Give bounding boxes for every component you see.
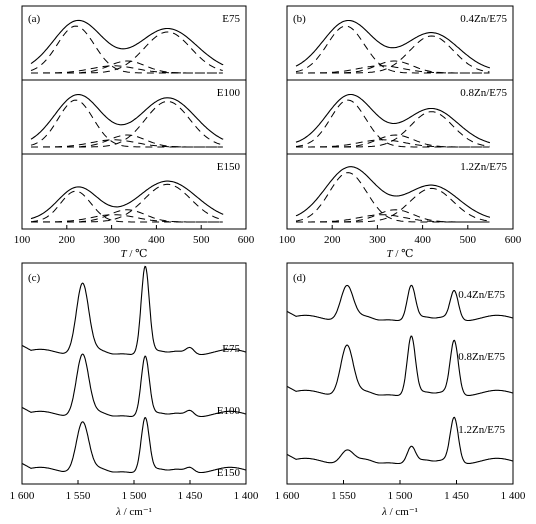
tpr-b-2-component-3 [296,214,490,223]
tpr-b-1-envelope [295,93,491,144]
tpr-a-2-envelope [30,180,224,220]
tpr-b-tick-label-0: 100 [279,234,296,246]
ir-d-x-axis-title: λ / cm⁻¹ [381,506,418,518]
ir-c-spectrum-1 [21,353,246,418]
ir-c-tick-label-2: 1 500 [122,490,147,502]
ir-d-tick-label-2: 1 500 [388,490,413,502]
tpr-b-1-component-2 [296,134,490,148]
ir-d-x-axis-title-symbol: λ [381,506,387,518]
tpr-b-2-component-2 [296,209,490,223]
ir-d-series-label-2: 1.2Zn/E75 [458,424,505,436]
ir-d-tick-label-4: 1 400 [501,490,526,502]
tpr-a-tick-label-4: 500 [193,234,210,246]
ir-d-x-axis-title-unit: / cm⁻¹ [387,506,418,518]
tpr-a-2-component-0 [30,190,223,223]
ir-c-series-label-1: E100 [217,405,241,417]
tpr-b-0-component-2 [296,60,490,74]
tpr-b-0-envelope [295,19,491,69]
ir-d-spectrum-0 [286,284,513,322]
ir-c-series-label-2: E150 [217,467,241,479]
subpanel-a-label-1: E100 [217,87,241,99]
ir-c-series-label-0: E75 [222,343,240,355]
tpr-a-tick-label-2: 300 [103,234,120,246]
tpr-a-0-envelope [30,19,224,66]
tpr-a-x-axis-title-symbol: T [121,248,128,260]
ir-d-spectrum-1 [286,335,513,396]
tpr-a-tick-label-3: 400 [148,234,165,246]
tpr-b-x-axis-title-symbol: T [387,248,394,260]
panel-b-label: (b) [293,13,306,25]
ir-c-x-axis-title: λ / cm⁻¹ [115,506,152,518]
tpr-a-2-component-2 [31,209,223,223]
tpr-b-2-component-1 [296,187,490,223]
ir-c-tick-label-0: 1 600 [10,490,35,502]
tpr-a-1-component-1 [31,100,223,148]
ir-d-tick-label-3: 1 450 [444,490,469,502]
ir-d-tick-label-0: 1 600 [275,490,300,502]
subpanel-b-label-0: 0.4Zn/E75 [460,13,507,25]
tpr-b-x-axis-title: T / ℃ [387,248,414,260]
tpr-a-1-component-0 [30,99,223,148]
subpanel-a-label-2: E150 [217,161,241,173]
ir-d-spectrum-2 [286,416,513,465]
tpr-a-2-component-3 [31,214,223,223]
tpr-b-2-component-0 [295,172,490,223]
panel-b-frame [286,5,514,230]
tpr-b-0-component-3 [296,65,490,74]
tpr-a-0-component-3 [31,65,223,74]
panel-d-label: (d) [293,272,306,284]
tpr-a-1-component-3 [31,139,223,148]
tpr-a-2-component-1 [31,183,223,223]
ir-c-spectrum-0 [21,265,246,356]
panel-a-label: (a) [28,13,41,25]
tpr-a-x-axis-title: T / ℃ [121,248,148,260]
panel-c-label: (c) [28,272,41,284]
tpr-a-0-component-0 [30,25,223,74]
ir-d-series-label-1: 0.8Zn/E75 [458,351,505,363]
tpr-b-0-component-0 [295,25,490,74]
tpr-a-0-component-1 [31,31,223,74]
tpr-b-1-component-0 [295,99,490,148]
tpr-b-1-component-3 [296,139,490,148]
tpr-b-2-envelope [295,166,491,218]
subpanel-a-label-0: E75 [222,13,240,25]
tpr-a-1-envelope [30,93,224,140]
subpanel-b-label-2: 1.2Zn/E75 [460,161,507,173]
tpr-b-tick-label-4: 500 [460,234,477,246]
subpanel-b-label-1: 0.8Zn/E75 [460,87,507,99]
tpr-b-tick-label-5: 600 [505,234,522,246]
tpr-a-x-axis-title-unit: / ℃ [127,248,148,260]
ir-c-x-axis-title-symbol: λ [115,506,121,518]
panel-a-frame [21,5,247,230]
tpr-a-tick-label-1: 200 [59,234,76,246]
tpr-b-tick-label-2: 300 [369,234,386,246]
tpr-b-tick-label-3: 400 [414,234,431,246]
ir-c-x-axis-title-unit: / cm⁻¹ [121,506,152,518]
panel-c-frame [21,262,247,485]
ir-d-series-label-0: 0.4Zn/E75 [458,289,505,301]
tpr-a-tick-label-5: 600 [238,234,255,246]
ir-c-tick-label-3: 1 450 [178,490,203,502]
ir-d-tick-label-1: 1 550 [331,490,356,502]
tpr-a-0-component-2 [31,60,223,74]
tpr-a-1-component-2 [31,134,223,148]
tpr-b-tick-label-1: 200 [324,234,341,246]
ir-c-spectrum-2 [21,416,246,474]
ir-c-tick-label-4: 1 400 [234,490,259,502]
tpr-b-x-axis-title-unit: / ℃ [393,248,414,260]
tpr-b-0-component-1 [296,35,490,74]
ir-c-tick-label-1: 1 550 [66,490,91,502]
tpr-a-tick-label-0: 100 [14,234,31,246]
